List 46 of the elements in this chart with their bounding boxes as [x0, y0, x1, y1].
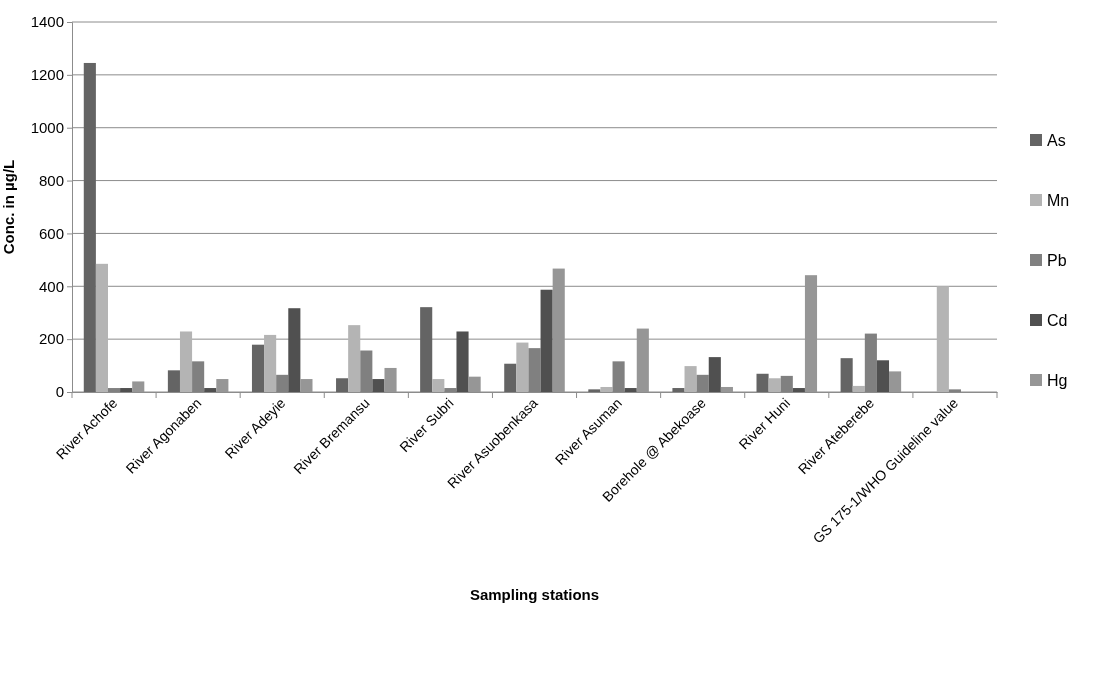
- bar: [516, 342, 529, 392]
- y-tick-label: 1000: [30, 119, 64, 137]
- bar: [672, 388, 685, 392]
- bar: [756, 373, 769, 392]
- y-tick-label: 1200: [30, 66, 64, 84]
- bar: [768, 378, 781, 392]
- bar: [432, 379, 445, 392]
- bar: [348, 325, 361, 392]
- bar: [95, 263, 108, 392]
- x-axis-title: Sampling stations: [469, 586, 600, 603]
- y-tick-label: 600: [38, 224, 64, 242]
- bar: [456, 331, 469, 392]
- legend-label: Cd: [1047, 311, 1068, 329]
- y-tick-label: 400: [38, 277, 64, 295]
- bar: [167, 370, 180, 392]
- bar: [288, 308, 301, 392]
- y-tick-label: 800: [38, 171, 64, 189]
- y-tick-label: 0: [55, 383, 64, 401]
- bar: [684, 366, 697, 392]
- y-tick-label: 1400: [30, 13, 64, 31]
- bar: [336, 378, 349, 392]
- bar: [876, 360, 890, 392]
- bar: [420, 307, 433, 392]
- legend-label: As: [1047, 131, 1066, 149]
- legend-label: Hg: [1047, 371, 1068, 389]
- bar: [708, 357, 721, 392]
- bar: [264, 334, 277, 392]
- bar: [179, 331, 193, 392]
- bar: [372, 379, 385, 392]
- bar: [792, 388, 805, 392]
- y-tick-label: 200: [38, 330, 64, 348]
- legend-label: Mn: [1047, 191, 1070, 209]
- bar: [936, 286, 949, 392]
- y-axis-title: Conc. in µg/L: [0, 159, 17, 255]
- bar: [600, 386, 613, 392]
- bar: [588, 389, 601, 392]
- bar: [504, 363, 517, 392]
- bar: [624, 388, 637, 392]
- bar: [852, 385, 865, 392]
- bar: [540, 289, 553, 392]
- bar: [83, 62, 96, 392]
- legend-label: Pb: [1047, 251, 1067, 269]
- bar: [204, 388, 217, 392]
- bar: [840, 358, 853, 392]
- bar: [251, 344, 265, 392]
- bar: [120, 388, 133, 392]
